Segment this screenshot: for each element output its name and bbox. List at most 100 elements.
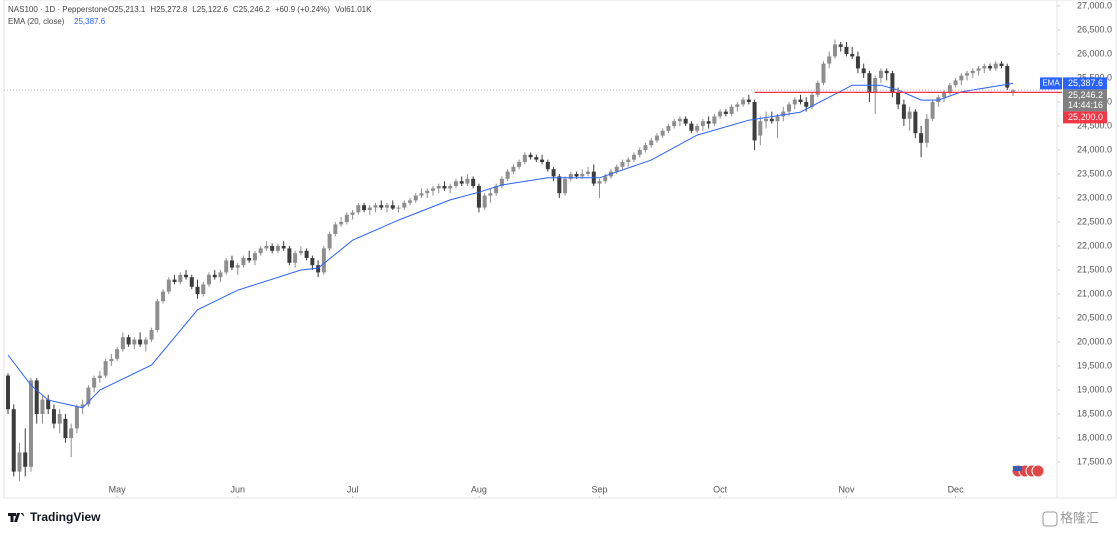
candle-body	[120, 337, 125, 350]
logo-mark	[8, 513, 25, 522]
candle-body	[505, 171, 510, 179]
candle-body	[919, 133, 924, 143]
candle-body	[138, 339, 143, 345]
candle-body	[379, 205, 384, 208]
candle-body	[453, 181, 458, 186]
candle-body	[712, 116, 717, 124]
candle-body	[436, 186, 441, 189]
candle-body	[517, 162, 522, 167]
candle-body	[534, 157, 539, 160]
ema-legend-name: EMA (20, close)	[8, 17, 65, 26]
candle-body	[413, 195, 418, 201]
candle-body	[298, 250, 303, 254]
candle-body	[229, 260, 234, 268]
x-tick-label: Nov	[838, 484, 855, 494]
x-tick-label: Jul	[347, 484, 359, 494]
candle-body	[28, 380, 33, 467]
candle-body	[264, 246, 269, 249]
x-tick-label: Aug	[471, 484, 487, 494]
candle-body	[821, 63, 826, 83]
candle-body	[109, 358, 114, 362]
candle-body	[212, 274, 217, 278]
candle-body	[976, 68, 981, 71]
y-tick-label: 22,000.0	[1077, 240, 1112, 250]
brand-logo: TradingView	[8, 510, 101, 524]
candle-body	[741, 99, 746, 105]
candle-body	[586, 171, 591, 174]
candle-body	[46, 399, 51, 410]
ohlc-legend-value: Vol61.01K	[335, 5, 372, 14]
candle-body	[884, 70, 889, 74]
candle-body	[815, 82, 820, 95]
us-flag-icon	[1011, 464, 1045, 478]
candle-body	[850, 54, 855, 57]
candle-body	[270, 246, 275, 251]
candle-body	[735, 104, 740, 107]
candle-body	[758, 121, 763, 136]
candle-body	[11, 409, 16, 472]
y-tick-label: 24,500.0	[1077, 120, 1112, 130]
candle-body	[832, 44, 837, 57]
ema-price-box	[1063, 77, 1107, 90]
candle-body	[597, 181, 602, 184]
candles	[6, 39, 1015, 482]
x-tick-label: Oct	[713, 484, 728, 494]
candle-body	[218, 272, 223, 278]
candle-body	[683, 118, 688, 124]
y-tick-label: 25,500.0	[1077, 72, 1112, 82]
y-tick-label: 22,500.0	[1077, 216, 1112, 226]
candle-body	[522, 154, 527, 162]
candle-body	[459, 181, 464, 184]
ema-tag: EMA	[1042, 79, 1060, 88]
candle-body	[115, 349, 120, 359]
candle-body	[654, 135, 659, 141]
candle-body	[614, 166, 619, 172]
last-price-box	[1063, 89, 1107, 112]
candle-body	[723, 111, 728, 114]
candle-body	[867, 73, 872, 93]
candle-body	[86, 387, 91, 405]
candle-body	[511, 166, 516, 172]
candle-body	[252, 253, 257, 261]
candle-body	[235, 265, 240, 268]
candle-body	[545, 162, 550, 170]
candle-body	[482, 195, 487, 208]
candle-body	[402, 202, 407, 208]
y-tick-label: 26,000.0	[1077, 48, 1112, 58]
candle-body	[781, 111, 786, 117]
candle-body	[499, 178, 504, 186]
ohlc-legend-value: H25,272.8	[150, 5, 187, 14]
watermark-icon	[1042, 511, 1058, 527]
candle-body	[700, 121, 705, 126]
ema-tag-box	[1040, 77, 1062, 90]
candle-body	[103, 361, 108, 376]
candle-body	[195, 286, 200, 294]
level-price-label: 25,200.0	[1068, 112, 1103, 122]
candle-body	[293, 253, 298, 263]
candle-body	[471, 178, 476, 186]
candle-body	[557, 176, 562, 194]
candle-body	[396, 207, 401, 209]
candle-body	[792, 99, 797, 105]
candle-body	[51, 409, 56, 424]
ema-price-label: 25,387.6	[1068, 78, 1103, 88]
candle-body	[69, 428, 74, 438]
candle-body	[465, 178, 470, 184]
candle-body	[425, 190, 430, 194]
candle-body	[281, 246, 286, 249]
candle-body	[637, 150, 642, 155]
candle-body	[201, 284, 206, 294]
candle-body	[844, 46, 849, 54]
y-tick-label: 24,000.0	[1077, 144, 1112, 154]
candle-body	[333, 224, 338, 234]
chart-title: NAS100 · 1D · Pepperstone	[8, 5, 108, 14]
y-tick-label: 21,500.0	[1077, 264, 1112, 274]
candle-body	[970, 70, 975, 74]
y-tick-label: 17,500.0	[1077, 456, 1112, 466]
candle-body	[390, 205, 395, 209]
candle-body	[718, 111, 723, 117]
candle-body	[626, 159, 631, 162]
y-tick-label: 23,500.0	[1077, 168, 1112, 178]
candle-body	[947, 85, 952, 93]
